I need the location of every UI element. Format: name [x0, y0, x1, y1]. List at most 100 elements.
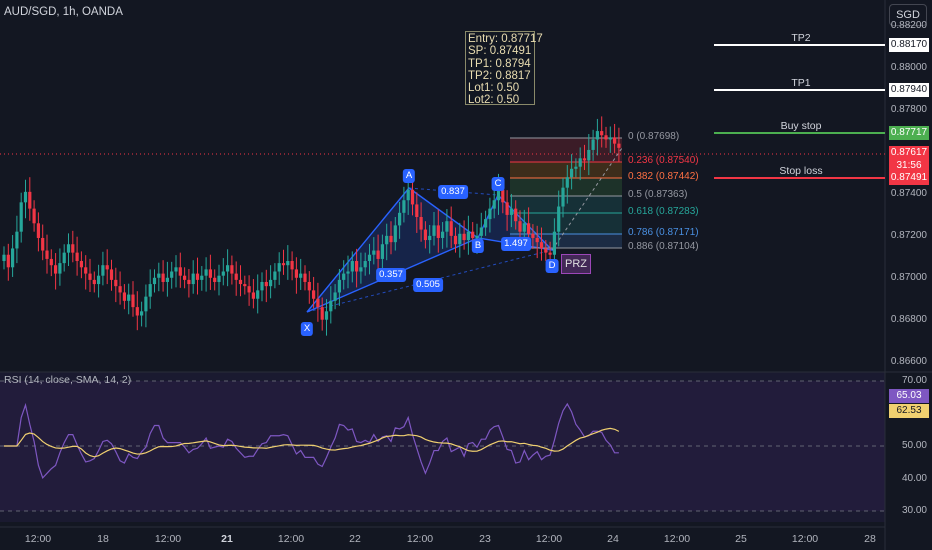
candle-up [157, 273, 161, 278]
fib-zone [510, 162, 622, 178]
price-axis-label: 0.86800 [890, 313, 927, 325]
candle-up [574, 166, 578, 169]
fib-zone [510, 213, 622, 234]
rsi-axis-label: 30.00 [901, 505, 927, 516]
candle-up [406, 189, 410, 201]
candle-up [329, 300, 333, 312]
candle-down [75, 252, 79, 262]
candle-down [419, 217, 423, 230]
candle-down [238, 279, 243, 285]
candle-down [105, 265, 109, 270]
candle-up [226, 265, 230, 272]
candle-up [432, 225, 436, 236]
fib-label: 0.886 (0.87104) [628, 241, 699, 252]
candle-down [28, 191, 32, 209]
fib-label: 0.382 (0.87442) [628, 171, 699, 182]
candle-down [527, 223, 531, 234]
level-price-badge: 0.87491 [889, 171, 929, 185]
candle-up [165, 277, 169, 282]
candle-up [342, 273, 346, 280]
time-axis-label: 23 [479, 533, 491, 545]
candle-down [531, 233, 535, 238]
candle-down [178, 267, 182, 276]
currency-button[interactable]: SGD [889, 4, 927, 26]
symbol-title[interactable]: AUD/SGD, 1h, OANDA [4, 6, 123, 18]
bar-countdown: 31:56 [896, 160, 922, 171]
candle-up [608, 137, 612, 140]
candle-down [49, 258, 53, 266]
time-axis-label: 24 [607, 533, 619, 545]
candle-up [385, 235, 389, 245]
fib-label: 0.786 (0.87171) [628, 227, 699, 238]
candle-down [187, 279, 191, 285]
candle-down [501, 189, 505, 203]
ratio-xad: 0.505 [413, 278, 443, 292]
candle-down [131, 294, 135, 308]
candle-down [613, 137, 617, 144]
candle-down [114, 279, 118, 287]
candle-up [359, 267, 363, 272]
candle-down [79, 261, 83, 268]
price-axis-label: 0.87000 [890, 271, 927, 283]
candle-up [367, 254, 372, 262]
candle-up [127, 294, 131, 301]
candle-down [230, 265, 234, 274]
candle-down [307, 281, 311, 291]
time-axis-label: 28 [864, 533, 876, 545]
candle-down [54, 265, 58, 274]
candle-up [277, 263, 281, 272]
time-axis-label: 25 [735, 533, 747, 545]
candle-up [144, 296, 148, 312]
time-axis-label: 12:00 [663, 533, 691, 545]
candle-down [548, 252, 552, 255]
candle-down [88, 273, 92, 280]
candle-up [522, 223, 526, 232]
candle-down [161, 273, 165, 282]
ratio-abc: 0.837 [438, 185, 468, 199]
rsi-title[interactable]: RSI (14, close, SMA, 14, 2) [4, 374, 132, 386]
candle-down [471, 231, 475, 238]
fib-label: 0.236 (0.87540) [628, 155, 699, 166]
current-price-badge: 0.87617 31:56 [889, 146, 929, 173]
candle-up [441, 231, 445, 238]
level-label: TP1 [791, 77, 811, 89]
candle-down [92, 279, 96, 285]
fib-trend-line [551, 147, 623, 251]
candle-down [453, 235, 458, 245]
candle-down [316, 298, 320, 308]
candle-up [402, 200, 406, 213]
candle-up [286, 261, 290, 266]
candle-up [363, 261, 367, 268]
candle-up [466, 231, 470, 241]
candle-up [191, 273, 195, 285]
time-axis-label: 12:00 [535, 533, 563, 545]
time-axis-label: 12:00 [791, 533, 819, 545]
candle-down [208, 269, 212, 278]
candle-down [376, 250, 380, 259]
candle-down [539, 242, 544, 249]
candle-up [66, 244, 71, 253]
candle-down [281, 263, 286, 266]
candle-up [509, 208, 513, 215]
pattern-xab-triangle [306, 187, 480, 313]
candle-up [269, 279, 273, 287]
candle-up [97, 275, 101, 285]
candle-up [170, 271, 174, 278]
candle-down [312, 290, 316, 299]
candle-up [587, 149, 591, 161]
candle-down [290, 261, 294, 270]
price-axis-label: 0.87400 [890, 187, 927, 199]
candle-down [462, 233, 466, 241]
candle-up [204, 269, 208, 276]
pattern-point-x: X [300, 322, 314, 336]
candle-up [221, 271, 225, 276]
time-axis-label: 12:00 [24, 533, 52, 545]
candle-down [36, 223, 40, 238]
info-line: Lot2: 0.50 [468, 94, 520, 107]
pattern-point-a: A [402, 169, 416, 183]
candle-down [436, 225, 440, 238]
time-axis-label: 18 [97, 533, 109, 545]
fib-zone [510, 138, 622, 162]
price-axis-label: 0.86600 [890, 355, 927, 367]
